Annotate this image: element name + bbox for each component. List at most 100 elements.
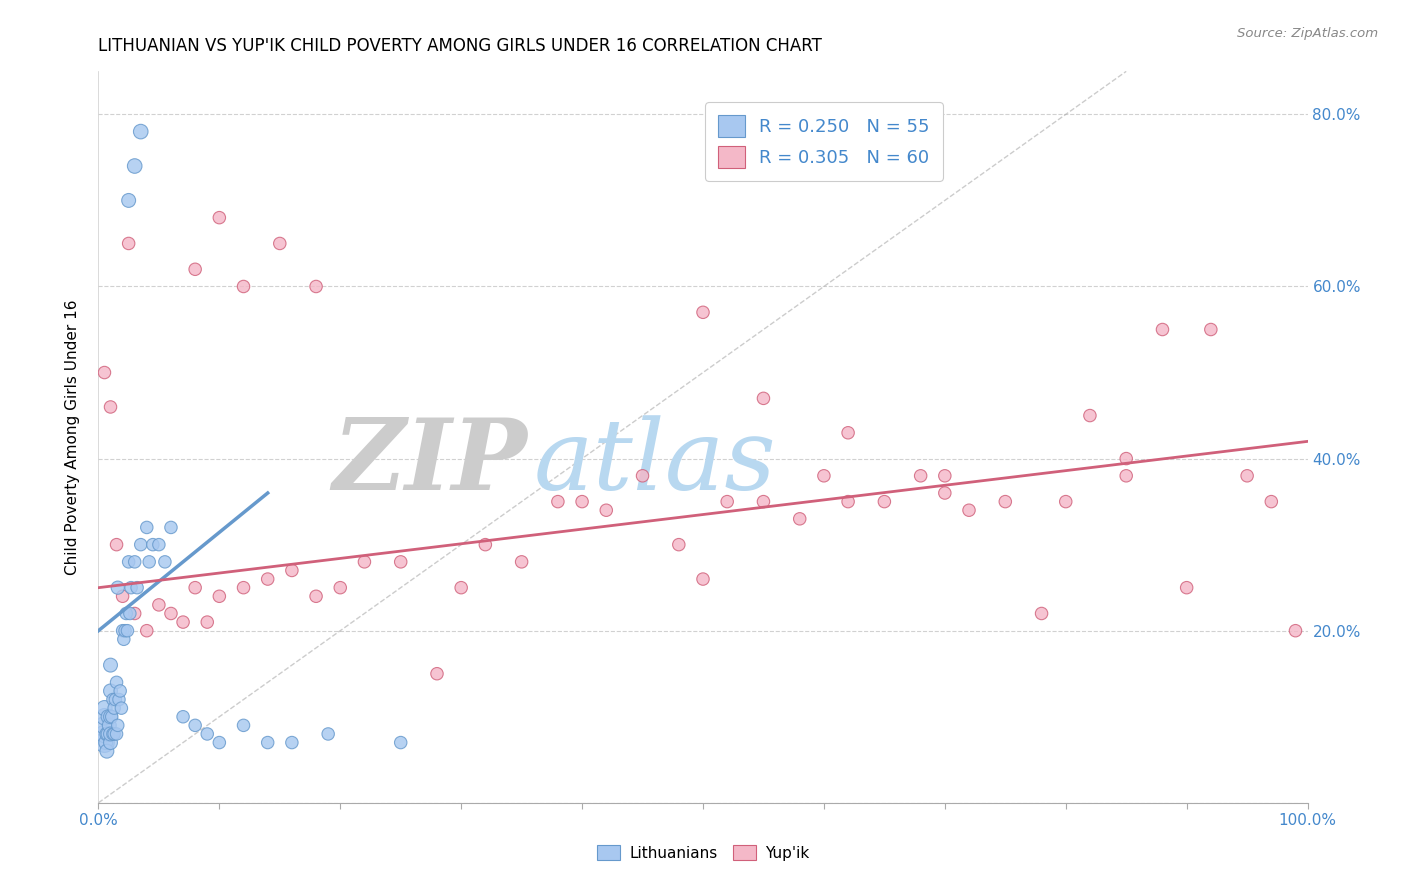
Point (934, 486, 956, 500)
Point (107, 718, 129, 732)
Point (994, 494, 1017, 508)
Point (208, 735, 231, 749)
Text: Source: ZipAtlas.com: Source: ZipAtlas.com (1237, 27, 1378, 40)
Point (692, 305, 714, 319)
Point (631, 468, 654, 483)
Point (195, 727, 218, 741)
Point (114, 624, 136, 638)
Point (1152, 322, 1174, 336)
Point (118, 194, 141, 208)
Point (127, 581, 149, 595)
Point (269, 236, 291, 251)
Point (837, 494, 859, 508)
Point (934, 468, 956, 483)
Point (112, 632, 135, 647)
Point (120, 581, 142, 595)
Point (138, 555, 160, 569)
Point (142, 538, 165, 552)
Point (389, 555, 412, 569)
Point (118, 607, 141, 621)
Point (510, 555, 533, 569)
Point (426, 666, 449, 681)
Point (910, 468, 932, 483)
Text: LITHUANIAN VS YUP'IK CHILD POVERTY AMONG GIRLS UNDER 16 CORRELATION CHART: LITHUANIAN VS YUP'IK CHILD POVERTY AMONG… (98, 37, 823, 54)
Point (957, 503, 980, 517)
Point (1199, 322, 1222, 336)
Point (100, 710, 122, 724)
Point (100, 727, 122, 741)
Point (111, 624, 134, 638)
Point (1284, 624, 1306, 638)
Point (232, 718, 254, 732)
Point (96, 727, 118, 741)
Point (100, 658, 122, 673)
Point (117, 624, 139, 638)
Point (281, 564, 304, 578)
Point (101, 727, 124, 741)
Point (172, 710, 194, 724)
Point (124, 159, 146, 173)
Point (329, 581, 352, 595)
Point (172, 615, 194, 629)
Point (101, 692, 124, 706)
Point (1236, 468, 1258, 483)
Point (305, 589, 328, 603)
Point (104, 692, 127, 706)
Point (474, 538, 496, 552)
Point (148, 598, 170, 612)
Point (1031, 607, 1053, 621)
Point (184, 581, 207, 595)
Point (111, 589, 134, 603)
Point (208, 589, 231, 603)
Y-axis label: Child Poverty Among Girls Under 16: Child Poverty Among Girls Under 16 (65, 300, 80, 574)
Point (752, 494, 775, 508)
Point (93, 735, 115, 749)
Point (93, 366, 115, 380)
Point (110, 701, 132, 715)
Point (1175, 581, 1198, 595)
Point (813, 468, 835, 483)
Point (184, 262, 207, 277)
Point (789, 512, 811, 526)
Point (153, 555, 176, 569)
Point (160, 520, 183, 534)
Point (96, 744, 118, 758)
Point (98, 718, 121, 732)
Point (97, 727, 120, 741)
Point (450, 581, 472, 595)
Legend: Lithuanians, Yup'ik: Lithuanians, Yup'ik (589, 837, 817, 868)
Point (108, 692, 131, 706)
Point (93, 727, 115, 741)
Point (692, 572, 714, 586)
Point (129, 538, 152, 552)
Point (547, 494, 569, 508)
Point (105, 538, 128, 552)
Point (1078, 409, 1101, 423)
Point (124, 607, 146, 621)
Point (93, 701, 115, 715)
Point (873, 494, 896, 508)
Point (1260, 494, 1282, 508)
Point (353, 555, 375, 569)
Point (232, 581, 254, 595)
Point (124, 555, 146, 569)
Point (115, 607, 138, 621)
Point (160, 607, 183, 621)
Point (107, 581, 129, 595)
Point (184, 718, 207, 732)
Point (100, 400, 122, 414)
Point (108, 684, 131, 698)
Point (716, 494, 738, 508)
Point (94, 735, 117, 749)
Point (148, 538, 170, 552)
Point (256, 572, 278, 586)
Text: atlas: atlas (534, 415, 776, 510)
Point (103, 701, 125, 715)
Point (668, 538, 690, 552)
Point (837, 425, 859, 440)
Point (105, 727, 128, 741)
Text: ZIP: ZIP (333, 415, 527, 511)
Point (100, 710, 122, 724)
Point (105, 675, 128, 690)
Point (195, 615, 218, 629)
